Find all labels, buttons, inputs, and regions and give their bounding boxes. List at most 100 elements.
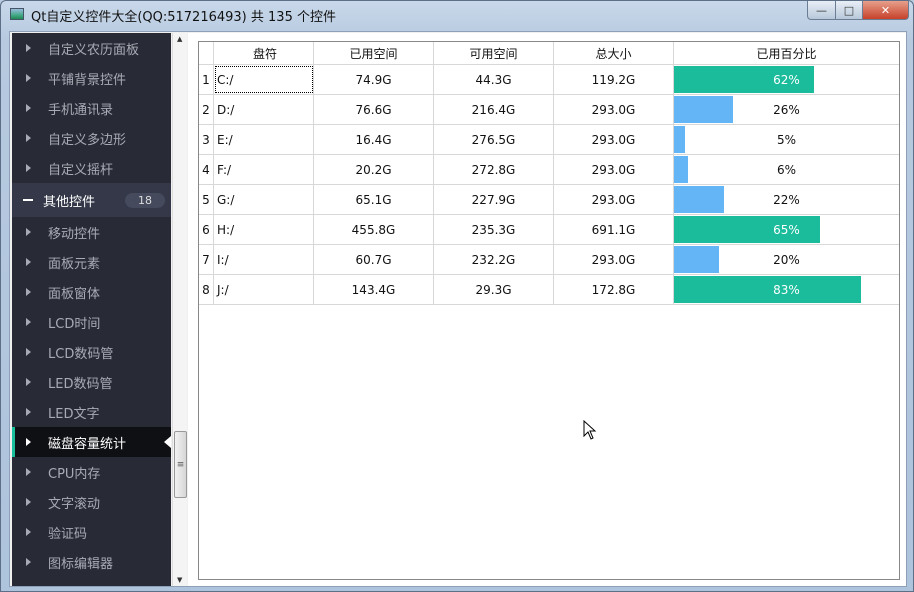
percent-label: 5% — [776, 132, 797, 147]
percent-cell[interactable]: 65% — [674, 215, 899, 244]
header-drive[interactable]: 盘符 — [214, 42, 314, 64]
row-number: 3 — [199, 125, 214, 154]
percent-cell[interactable]: 26% — [674, 95, 899, 124]
app-icon — [10, 8, 24, 20]
percent-cell[interactable]: 20% — [674, 245, 899, 274]
scroll-down-icon[interactable]: ▼ — [177, 576, 183, 584]
drive-cell[interactable]: J:/ — [214, 275, 314, 304]
sidebar-item[interactable]: 面板元素 — [12, 247, 171, 277]
sidebar-item[interactable]: 文字滚动 — [12, 487, 171, 517]
table-header: 盘符 已用空间 可用空间 总大小 已用百分比 — [199, 42, 899, 65]
percent-cell[interactable]: 62% — [674, 65, 899, 94]
table-row[interactable]: 3 E:/16.4G 276.5G 293.0G 5% — [199, 125, 899, 155]
free-cell[interactable]: 235.3G — [434, 215, 554, 244]
drive-cell[interactable]: H:/ — [214, 215, 314, 244]
free-cell[interactable]: 272.8G — [434, 155, 554, 184]
drive-cell[interactable]: D:/ — [214, 95, 314, 124]
drive-cell[interactable]: E:/ — [214, 125, 314, 154]
total-cell[interactable]: 293.0G — [554, 185, 674, 214]
caret-right-icon — [26, 528, 31, 536]
sidebar-item[interactable]: 移动控件 — [12, 217, 171, 247]
corner-cell — [199, 42, 214, 64]
table-row[interactable]: 2 D:/76.6G 216.4G 293.0G 26% — [199, 95, 899, 125]
header-total[interactable]: 总大小 — [554, 42, 674, 64]
table-row[interactable]: 1 C:/74.9G 44.3G 119.2G 62% — [199, 65, 899, 95]
header-used[interactable]: 已用空间 — [314, 42, 434, 64]
table-row[interactable]: 6 H:/455.8G 235.3G 691.1G 65% — [199, 215, 899, 245]
header-percent[interactable]: 已用百分比 — [756, 46, 817, 61]
maximize-button[interactable]: □ — [835, 1, 863, 20]
table-row[interactable]: 4 F:/20.2G 272.8G 293.0G 6% — [199, 155, 899, 185]
free-cell[interactable]: 44.3G — [434, 65, 554, 94]
header-free[interactable]: 可用空间 — [434, 42, 554, 64]
scroll-up-icon[interactable]: ▲ — [177, 35, 183, 43]
drive-cell[interactable]: C:/ — [214, 65, 314, 94]
table-row[interactable]: 8 J:/143.4G 29.3G 172.8G 83% — [199, 275, 899, 305]
sidebar-group-other[interactable]: 其他控件 18 — [12, 183, 171, 217]
drive-cell[interactable]: I:/ — [214, 245, 314, 274]
sidebar-item[interactable]: LCD数码管 — [12, 337, 171, 367]
usage-bar — [674, 186, 724, 213]
row-number: 5 — [199, 185, 214, 214]
drive-cell[interactable]: G:/ — [214, 185, 314, 214]
used-cell[interactable]: 455.8G — [314, 215, 434, 244]
caret-right-icon — [26, 104, 31, 112]
used-cell[interactable]: 60.7G — [314, 245, 434, 274]
caret-right-icon — [26, 74, 31, 82]
used-cell[interactable]: 74.9G — [314, 65, 434, 94]
free-cell[interactable]: 227.9G — [434, 185, 554, 214]
sidebar-item[interactable]: 面板窗体 — [12, 277, 171, 307]
total-cell[interactable]: 293.0G — [554, 245, 674, 274]
sidebar-item[interactable]: LCD时间 — [12, 307, 171, 337]
percent-label: 22% — [773, 192, 800, 207]
sidebar-item[interactable]: LED文字 — [12, 397, 171, 427]
total-cell[interactable]: 119.2G — [554, 65, 674, 94]
used-cell[interactable]: 76.6G — [314, 95, 434, 124]
used-cell[interactable]: 20.2G — [314, 155, 434, 184]
sidebar-item-label: 验证码 — [48, 526, 88, 542]
scroll-thumb[interactable]: ≡ — [174, 431, 187, 498]
mouse-cursor-icon — [583, 420, 597, 440]
sidebar-item[interactable]: CPU内存 — [12, 457, 171, 487]
sidebar-item[interactable]: 磁盘容量统计 — [12, 427, 171, 457]
caret-right-icon — [26, 258, 31, 266]
total-cell[interactable]: 293.0G — [554, 155, 674, 184]
total-cell[interactable]: 172.8G — [554, 275, 674, 304]
drive-cell[interactable]: F:/ — [214, 155, 314, 184]
percent-cell[interactable]: 5% — [674, 125, 899, 154]
sidebar-item[interactable]: 自定义农历面板 — [12, 33, 171, 63]
sidebar-item-label: CPU内存 — [48, 466, 101, 482]
close-button[interactable]: ✕ — [862, 1, 909, 20]
sidebar-item-label: 平铺背景控件 — [48, 72, 127, 88]
caret-right-icon — [26, 44, 31, 52]
percent-cell[interactable]: 6% — [674, 155, 899, 184]
percent-cell[interactable]: 83% — [674, 275, 899, 304]
free-cell[interactable]: 232.2G — [434, 245, 554, 274]
sidebar-item[interactable]: LED数码管 — [12, 367, 171, 397]
minimize-button[interactable]: — — [807, 1, 836, 20]
table-row[interactable]: 7 I:/60.7G 232.2G 293.0G 20% — [199, 245, 899, 275]
sidebar-item[interactable]: 自定义摇杆 — [12, 153, 171, 183]
caret-right-icon — [26, 408, 31, 416]
sidebar-item[interactable]: 验证码 — [12, 517, 171, 547]
used-cell[interactable]: 16.4G — [314, 125, 434, 154]
sidebar-item[interactable]: 平铺背景控件 — [12, 63, 171, 93]
free-cell[interactable]: 216.4G — [434, 95, 554, 124]
used-cell[interactable]: 65.1G — [314, 185, 434, 214]
sidebar-scrollbar[interactable]: ▲ ≡ ▼ — [172, 33, 187, 586]
sidebar-item[interactable]: 图标编辑器 — [12, 547, 171, 577]
free-cell[interactable]: 29.3G — [434, 275, 554, 304]
total-cell[interactable]: 691.1G — [554, 215, 674, 244]
percent-cell[interactable]: 22% — [674, 185, 899, 214]
free-cell[interactable]: 276.5G — [434, 125, 554, 154]
percent-label: 62% — [773, 72, 800, 87]
total-cell[interactable]: 293.0G — [554, 95, 674, 124]
table-row[interactable]: 5 G:/65.1G 227.9G 293.0G 22% — [199, 185, 899, 215]
total-cell[interactable]: 293.0G — [554, 125, 674, 154]
used-cell[interactable]: 143.4G — [314, 275, 434, 304]
sidebar-item[interactable]: 手机通讯录 — [12, 93, 171, 123]
caret-right-icon — [26, 348, 31, 356]
sidebar-item-label: 文字滚动 — [48, 496, 101, 512]
sidebar-item-label: 面板元素 — [48, 256, 101, 272]
sidebar-item[interactable]: 自定义多边形 — [12, 123, 171, 153]
